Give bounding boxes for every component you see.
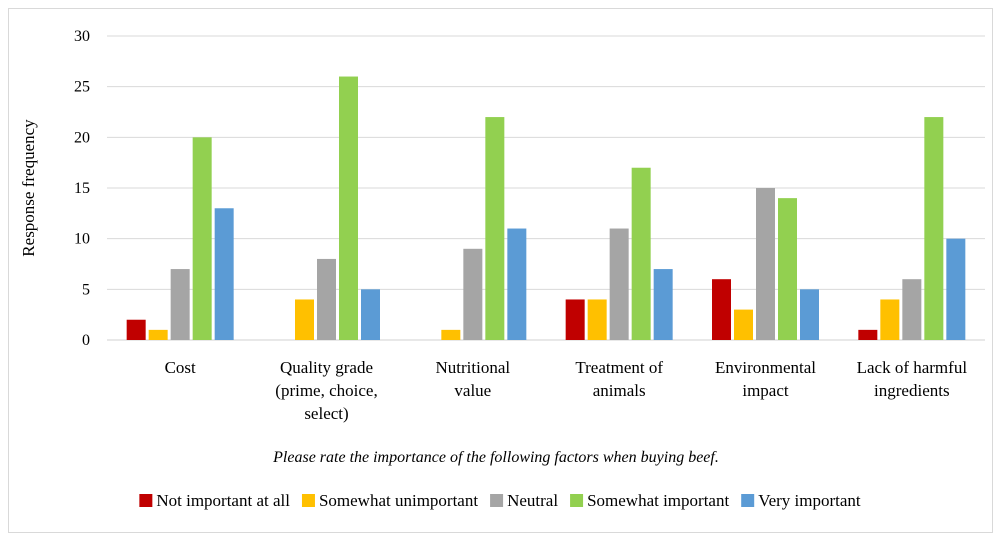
x-category-label: impact	[742, 381, 789, 400]
bar	[339, 76, 358, 341]
x-category-label: value	[454, 381, 491, 400]
chart-frame	[8, 8, 993, 533]
bar	[756, 188, 775, 340]
legend-label: Very important	[758, 491, 861, 510]
y-tick-label: 20	[74, 129, 90, 146]
bar	[880, 299, 900, 340]
y-tick-label: 10	[74, 231, 90, 248]
legend-label: Somewhat important	[587, 491, 729, 510]
legend-label: Neutral	[507, 491, 558, 510]
legend-label: Somewhat unimportant	[319, 491, 478, 510]
bar	[924, 117, 944, 340]
bar	[148, 329, 168, 340]
bar	[946, 238, 966, 340]
x-category-label: (prime, choice,	[275, 381, 377, 400]
y-tick-label: 15	[74, 180, 90, 197]
legend-swatch	[139, 494, 153, 507]
bar	[734, 309, 753, 340]
bar	[858, 329, 878, 340]
bar	[192, 137, 212, 340]
y-tick-label: 30	[74, 28, 90, 45]
x-category-label: select)	[304, 404, 348, 423]
legend-label: Not important at all	[156, 491, 290, 510]
bar	[587, 299, 607, 340]
bar	[170, 269, 190, 340]
y-tick-label: 0	[82, 332, 90, 349]
x-category-label: ingredients	[874, 381, 950, 400]
legend-swatch	[741, 494, 755, 507]
y-tick-label: 25	[74, 79, 90, 96]
bar	[507, 228, 527, 340]
x-axis-label: Please rate the importance of the follow…	[272, 449, 719, 466]
bar	[778, 198, 797, 340]
bar	[214, 208, 234, 340]
bar	[126, 319, 146, 340]
bar	[361, 289, 380, 340]
bar	[463, 248, 483, 340]
bar	[631, 167, 651, 340]
x-category-label: Cost	[165, 358, 196, 377]
x-category-label: Lack of harmful	[857, 358, 968, 377]
x-category-label: Nutritional	[436, 358, 511, 377]
y-axis-label: Response frequency	[19, 119, 38, 257]
bar	[441, 329, 461, 340]
legend-swatch	[570, 494, 584, 507]
bar	[609, 228, 629, 340]
x-category-label: animals	[593, 381, 646, 400]
bar	[565, 299, 585, 340]
y-tick-label: 5	[82, 281, 90, 298]
x-category-label: Treatment of	[575, 358, 663, 377]
bar	[653, 269, 673, 340]
bar	[317, 258, 336, 340]
x-category-label: Quality grade	[280, 358, 373, 377]
legend-swatch	[301, 494, 315, 507]
x-category-label: Environmental	[715, 358, 816, 377]
bar	[712, 279, 731, 340]
bar	[295, 299, 314, 340]
legend-swatch	[490, 494, 504, 507]
bar	[902, 279, 922, 340]
bar	[485, 117, 505, 340]
bar	[800, 289, 819, 340]
